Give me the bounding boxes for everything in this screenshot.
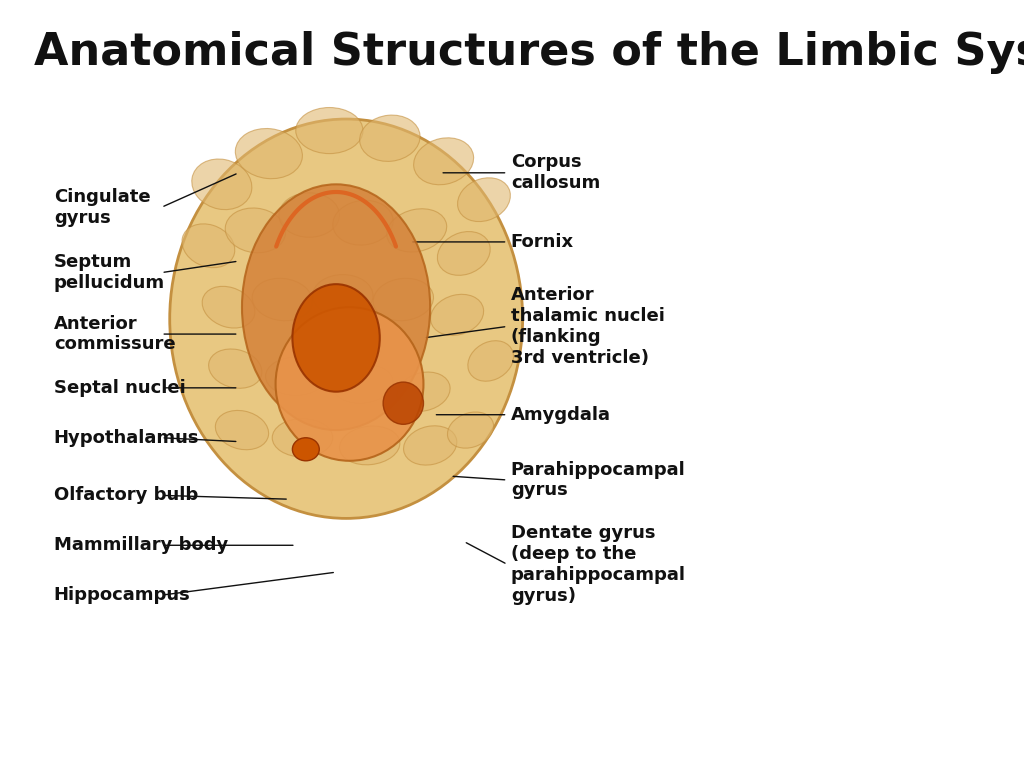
- Ellipse shape: [242, 184, 430, 430]
- Text: Corpus
callosum: Corpus callosum: [511, 154, 600, 192]
- Ellipse shape: [359, 115, 420, 161]
- Ellipse shape: [293, 284, 380, 392]
- Ellipse shape: [437, 231, 490, 276]
- Text: Olfactory bulb: Olfactory bulb: [54, 486, 198, 505]
- Ellipse shape: [191, 159, 252, 210]
- Ellipse shape: [458, 177, 510, 222]
- Ellipse shape: [252, 278, 312, 321]
- Text: Mammillary body: Mammillary body: [54, 536, 228, 554]
- Ellipse shape: [265, 357, 326, 396]
- Text: Parahippocampal
gyrus: Parahippocampal gyrus: [511, 461, 686, 499]
- Ellipse shape: [182, 223, 234, 268]
- Ellipse shape: [373, 278, 433, 321]
- Ellipse shape: [312, 274, 373, 317]
- Ellipse shape: [202, 286, 255, 328]
- Text: Anterior
commissure: Anterior commissure: [54, 315, 175, 353]
- Ellipse shape: [397, 372, 451, 412]
- Ellipse shape: [387, 209, 446, 252]
- Text: Fornix: Fornix: [511, 233, 574, 251]
- Ellipse shape: [209, 349, 262, 389]
- Text: Hypothalamus: Hypothalamus: [54, 429, 200, 447]
- Text: Septal nuclei: Septal nuclei: [54, 379, 185, 397]
- Ellipse shape: [170, 119, 522, 518]
- Ellipse shape: [340, 426, 399, 465]
- Text: Anatomical Structures of the Limbic System: Anatomical Structures of the Limbic Syst…: [34, 31, 1024, 74]
- Ellipse shape: [430, 294, 483, 336]
- Ellipse shape: [333, 365, 393, 403]
- Ellipse shape: [215, 410, 268, 450]
- Ellipse shape: [383, 382, 424, 425]
- Text: Amygdala: Amygdala: [511, 406, 611, 424]
- Ellipse shape: [272, 419, 333, 457]
- Ellipse shape: [275, 307, 424, 461]
- Ellipse shape: [293, 438, 319, 461]
- Ellipse shape: [468, 341, 513, 381]
- Ellipse shape: [447, 412, 494, 449]
- Ellipse shape: [225, 208, 286, 253]
- Ellipse shape: [236, 128, 302, 179]
- Ellipse shape: [279, 193, 339, 237]
- Ellipse shape: [296, 108, 362, 154]
- Text: Dentate gyrus
(deep to the
parahippocampal
gyrus): Dentate gyrus (deep to the parahippocamp…: [511, 525, 686, 604]
- Text: Septum
pellucidum: Septum pellucidum: [54, 253, 165, 292]
- Text: Anterior
thalamic nuclei
(flanking
3rd ventricle): Anterior thalamic nuclei (flanking 3rd v…: [511, 286, 665, 366]
- Ellipse shape: [333, 200, 393, 245]
- Text: Cingulate
gyrus: Cingulate gyrus: [54, 188, 151, 227]
- Ellipse shape: [414, 137, 474, 185]
- Ellipse shape: [403, 425, 457, 465]
- Text: Hippocampus: Hippocampus: [54, 586, 190, 604]
